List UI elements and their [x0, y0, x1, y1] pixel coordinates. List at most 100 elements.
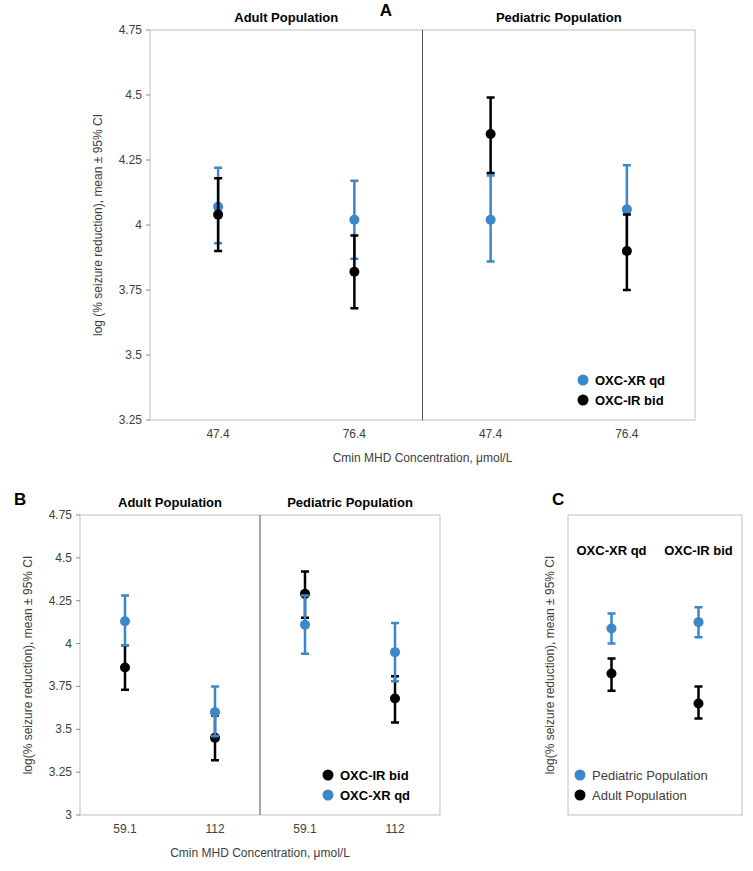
dot	[390, 693, 400, 703]
plot-frame	[150, 30, 695, 420]
error-bar	[391, 623, 399, 681]
category-label: 76.4	[615, 427, 639, 441]
group-label: Adult Population	[234, 10, 338, 25]
y-tick-label: 3.25	[49, 765, 73, 779]
y-axis-label: log(% seizure reduction), mean ± 95% CI	[543, 556, 557, 775]
legend-label: OXC-XR qd	[595, 373, 665, 388]
dot	[486, 129, 496, 139]
error-bar	[214, 178, 222, 251]
y-tick-label: 4.75	[49, 508, 73, 522]
y-tick	[146, 355, 150, 356]
error-bar	[121, 645, 129, 690]
error-bar	[121, 596, 129, 646]
category-label: 76.4	[343, 427, 367, 441]
error-bar	[391, 676, 399, 722]
legend-label: Pediatric Population	[592, 768, 708, 783]
dot	[210, 707, 220, 717]
dot	[694, 617, 704, 627]
marks	[607, 607, 704, 718]
legend-label: OXC-XR qd	[340, 788, 410, 803]
group-label: Adult Population	[118, 495, 222, 510]
category-label: OXC-XR qd	[576, 543, 646, 558]
dot	[607, 669, 617, 679]
category-label: 47.4	[206, 427, 230, 441]
y-tick	[146, 30, 150, 31]
y-tick	[76, 729, 80, 730]
dot	[390, 647, 400, 657]
y-tick-label: 3.5	[55, 722, 72, 736]
error-bar	[608, 614, 616, 644]
dot	[486, 215, 496, 225]
y-tick	[76, 557, 80, 558]
error-bar	[211, 686, 219, 736]
y-tick	[76, 515, 80, 516]
legend-label: OXC-IR bid	[340, 768, 409, 783]
category-label: 59.1	[113, 822, 137, 836]
error-bar	[487, 176, 495, 262]
error-bar	[350, 235, 358, 308]
dot	[607, 624, 617, 634]
y-tick	[146, 290, 150, 291]
legend-swatch	[323, 770, 334, 781]
y-axis-label: log (% seizure reduction), mean ± 95% CI	[91, 114, 105, 336]
y-tick	[146, 225, 150, 226]
group-separator	[260, 515, 261, 815]
legend-swatch	[578, 375, 589, 386]
plot-frame	[568, 515, 742, 815]
dot	[694, 699, 704, 709]
group-label: Pediatric Population	[287, 495, 413, 510]
y-tick-label: 3.75	[49, 679, 73, 693]
y-tick	[146, 160, 150, 161]
x-axis-label: Cmin MHD Concentration, μmol/L	[333, 451, 513, 465]
legend-label: Adult Population	[592, 788, 687, 803]
group-separator	[422, 30, 423, 420]
y-tick	[76, 643, 80, 644]
chart-panel: A Adult Population Pediatric Population 3.2…	[91, 1, 695, 465]
marks	[120, 572, 400, 761]
category-label: 59.1	[293, 822, 317, 836]
plot-frame	[80, 515, 440, 815]
y-tick	[76, 772, 80, 773]
error-bar	[695, 607, 703, 637]
legend-swatch	[323, 790, 334, 801]
category-label: 112	[205, 822, 224, 836]
category-label: 47.4	[479, 427, 503, 441]
y-tick-label: 4.5	[125, 88, 142, 102]
y-tick-label: 4.5	[55, 551, 72, 565]
marks	[213, 98, 632, 309]
y-tick-label: 4.75	[119, 23, 143, 37]
y-tick	[76, 815, 80, 816]
panel-label: B	[14, 490, 26, 509]
dot	[213, 210, 223, 220]
dot	[300, 620, 310, 630]
y-tick-label: 4	[135, 218, 142, 232]
panel-label: C	[552, 490, 564, 509]
panel-label: A	[380, 1, 392, 20]
figure: A Adult Population Pediatric Population 3.2…	[0, 0, 753, 871]
error-bar	[608, 659, 616, 691]
legend-label: OXC-IR bid	[595, 393, 664, 408]
legend: Pediatric Population Adult Population	[575, 768, 708, 803]
dot	[622, 246, 632, 256]
y-tick	[76, 600, 80, 601]
y-axis-label: log(% seizure reduction), mean ± 95% CI	[21, 556, 35, 775]
dot	[349, 267, 359, 277]
legend: OXC-IR bid OXC-XR qd	[323, 768, 411, 803]
y-tick	[76, 686, 80, 687]
error-bar	[301, 596, 309, 654]
y-tick-label: 4	[65, 637, 72, 651]
chart-panel: Clog(% seizure reduction), mean ± 95% CI…	[543, 490, 742, 815]
chart-panel: BAdult PopulationPediatric Population33.…	[14, 490, 440, 860]
error-bar	[623, 215, 631, 290]
dot	[349, 215, 359, 225]
legend-swatch	[575, 790, 586, 801]
dot	[622, 204, 632, 214]
y-tick-label: 3.75	[119, 283, 143, 297]
x-axis-label: Cmin MHD Concentration, μmol/L	[170, 846, 350, 860]
y-tick-label: 4.25	[49, 594, 73, 608]
legend-swatch	[578, 395, 589, 406]
y-tick-label: 3.5	[125, 348, 142, 362]
y-tick-label: 3.25	[119, 413, 143, 427]
group-label: Pediatric Population	[496, 10, 622, 25]
y-tick	[146, 95, 150, 96]
